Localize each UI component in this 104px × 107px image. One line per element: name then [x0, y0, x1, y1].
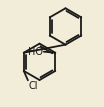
Text: HO: HO [28, 47, 43, 57]
Text: Cl: Cl [28, 81, 38, 91]
